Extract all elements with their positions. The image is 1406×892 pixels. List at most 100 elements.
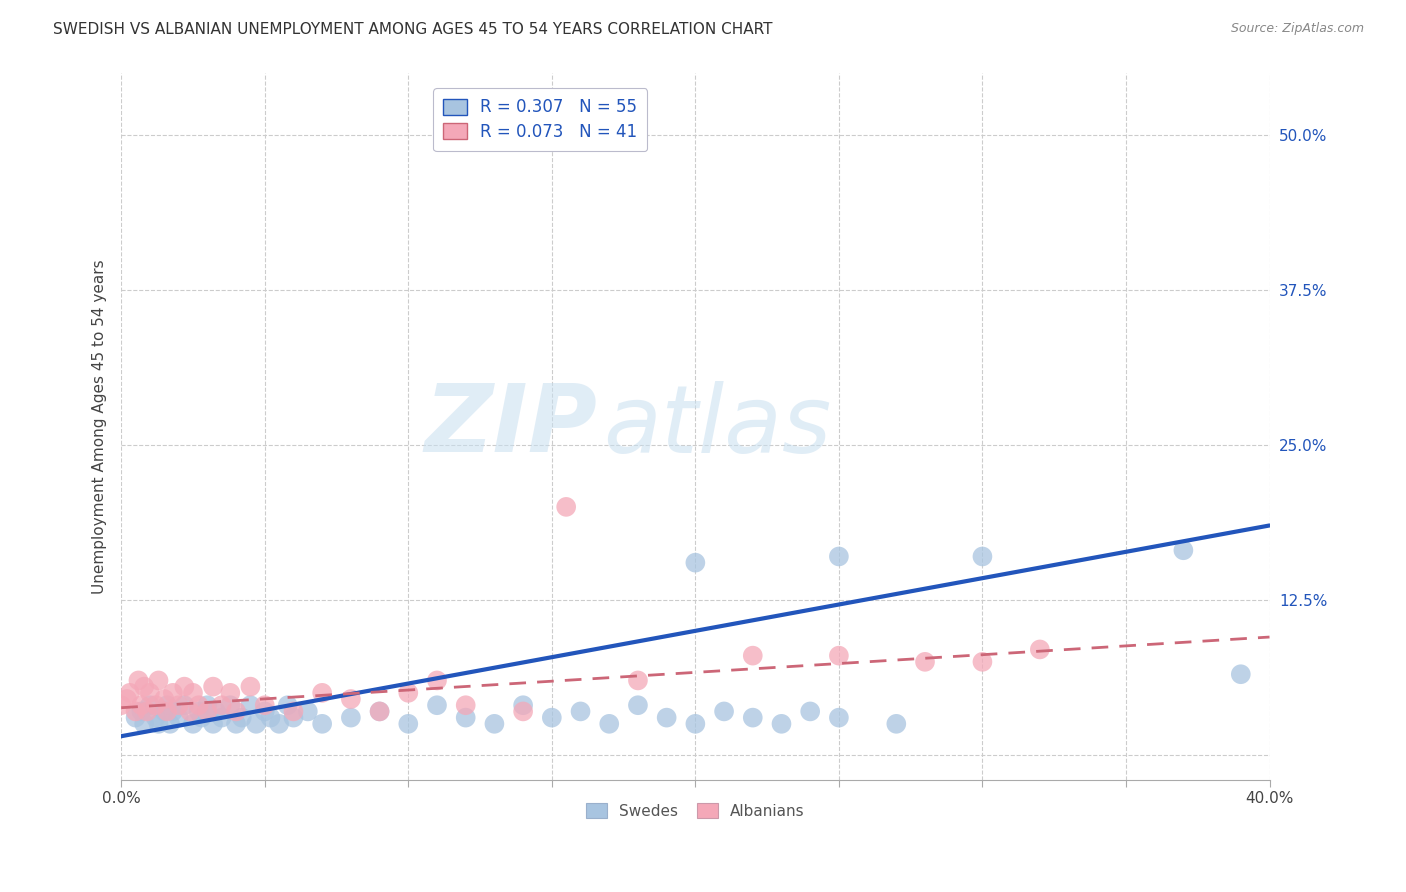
Text: SWEDISH VS ALBANIAN UNEMPLOYMENT AMONG AGES 45 TO 54 YEARS CORRELATION CHART: SWEDISH VS ALBANIAN UNEMPLOYMENT AMONG A… <box>53 22 773 37</box>
Point <box>283 711 305 725</box>
Point <box>139 698 162 713</box>
Point <box>396 686 419 700</box>
Point <box>187 698 209 713</box>
Point <box>277 698 299 713</box>
Point <box>269 716 291 731</box>
Point <box>162 686 184 700</box>
Point <box>884 716 907 731</box>
Point <box>655 711 678 725</box>
Point <box>156 698 179 713</box>
Point <box>1029 642 1052 657</box>
Point <box>127 673 149 688</box>
Point <box>598 716 620 731</box>
Point <box>685 716 707 731</box>
Point <box>297 705 319 719</box>
Point <box>134 680 156 694</box>
Point <box>368 705 391 719</box>
Point <box>512 698 534 713</box>
Point <box>115 692 138 706</box>
Point <box>181 686 204 700</box>
Point <box>231 711 253 725</box>
Point <box>211 698 233 713</box>
Point <box>713 705 735 719</box>
Point <box>239 698 262 713</box>
Point <box>139 686 162 700</box>
Point <box>225 716 247 731</box>
Point <box>195 705 218 719</box>
Point <box>131 698 153 713</box>
Point <box>219 686 242 700</box>
Point <box>225 705 247 719</box>
Point <box>259 711 281 725</box>
Point <box>340 692 363 706</box>
Point <box>454 698 477 713</box>
Point <box>134 716 156 731</box>
Point <box>799 705 821 719</box>
Point <box>181 716 204 731</box>
Text: ZIP: ZIP <box>425 380 598 472</box>
Point <box>555 500 578 514</box>
Point <box>396 716 419 731</box>
Point <box>685 556 707 570</box>
Point <box>205 705 228 719</box>
Legend: Swedes, Albanians: Swedes, Albanians <box>579 797 811 825</box>
Point <box>167 711 190 725</box>
Point <box>145 698 167 713</box>
Point <box>195 698 218 713</box>
Point <box>110 698 132 713</box>
Point <box>124 705 146 719</box>
Point <box>245 716 267 731</box>
Point <box>159 716 181 731</box>
Point <box>253 698 276 713</box>
Point <box>136 705 159 719</box>
Point <box>972 655 994 669</box>
Point <box>173 680 195 694</box>
Point <box>540 711 562 725</box>
Point <box>173 698 195 713</box>
Point <box>179 705 201 719</box>
Point <box>153 692 176 706</box>
Point <box>368 705 391 719</box>
Text: Source: ZipAtlas.com: Source: ZipAtlas.com <box>1230 22 1364 36</box>
Y-axis label: Unemployment Among Ages 45 to 54 years: Unemployment Among Ages 45 to 54 years <box>93 259 107 593</box>
Point <box>148 716 170 731</box>
Point <box>253 705 276 719</box>
Point <box>627 698 650 713</box>
Text: atlas: atlas <box>603 381 832 472</box>
Point <box>167 698 190 713</box>
Point <box>162 705 184 719</box>
Point <box>118 686 141 700</box>
Point <box>148 673 170 688</box>
Point <box>190 711 212 725</box>
Point <box>124 711 146 725</box>
Point <box>426 698 449 713</box>
Point <box>770 716 793 731</box>
Point <box>156 705 179 719</box>
Point <box>484 716 506 731</box>
Point <box>627 673 650 688</box>
Point <box>828 711 851 725</box>
Point <box>1230 667 1253 681</box>
Point <box>187 705 209 719</box>
Point <box>972 549 994 564</box>
Point <box>914 655 936 669</box>
Point <box>569 705 592 719</box>
Point <box>202 716 225 731</box>
Point <box>145 711 167 725</box>
Point <box>239 680 262 694</box>
Point <box>311 686 333 700</box>
Point <box>454 711 477 725</box>
Point <box>1173 543 1195 558</box>
Point <box>211 711 233 725</box>
Point <box>741 711 763 725</box>
Point <box>283 705 305 719</box>
Point <box>202 680 225 694</box>
Point <box>311 716 333 731</box>
Point <box>741 648 763 663</box>
Point <box>340 711 363 725</box>
Point <box>512 705 534 719</box>
Point <box>131 705 153 719</box>
Point <box>219 698 242 713</box>
Point <box>828 648 851 663</box>
Point <box>426 673 449 688</box>
